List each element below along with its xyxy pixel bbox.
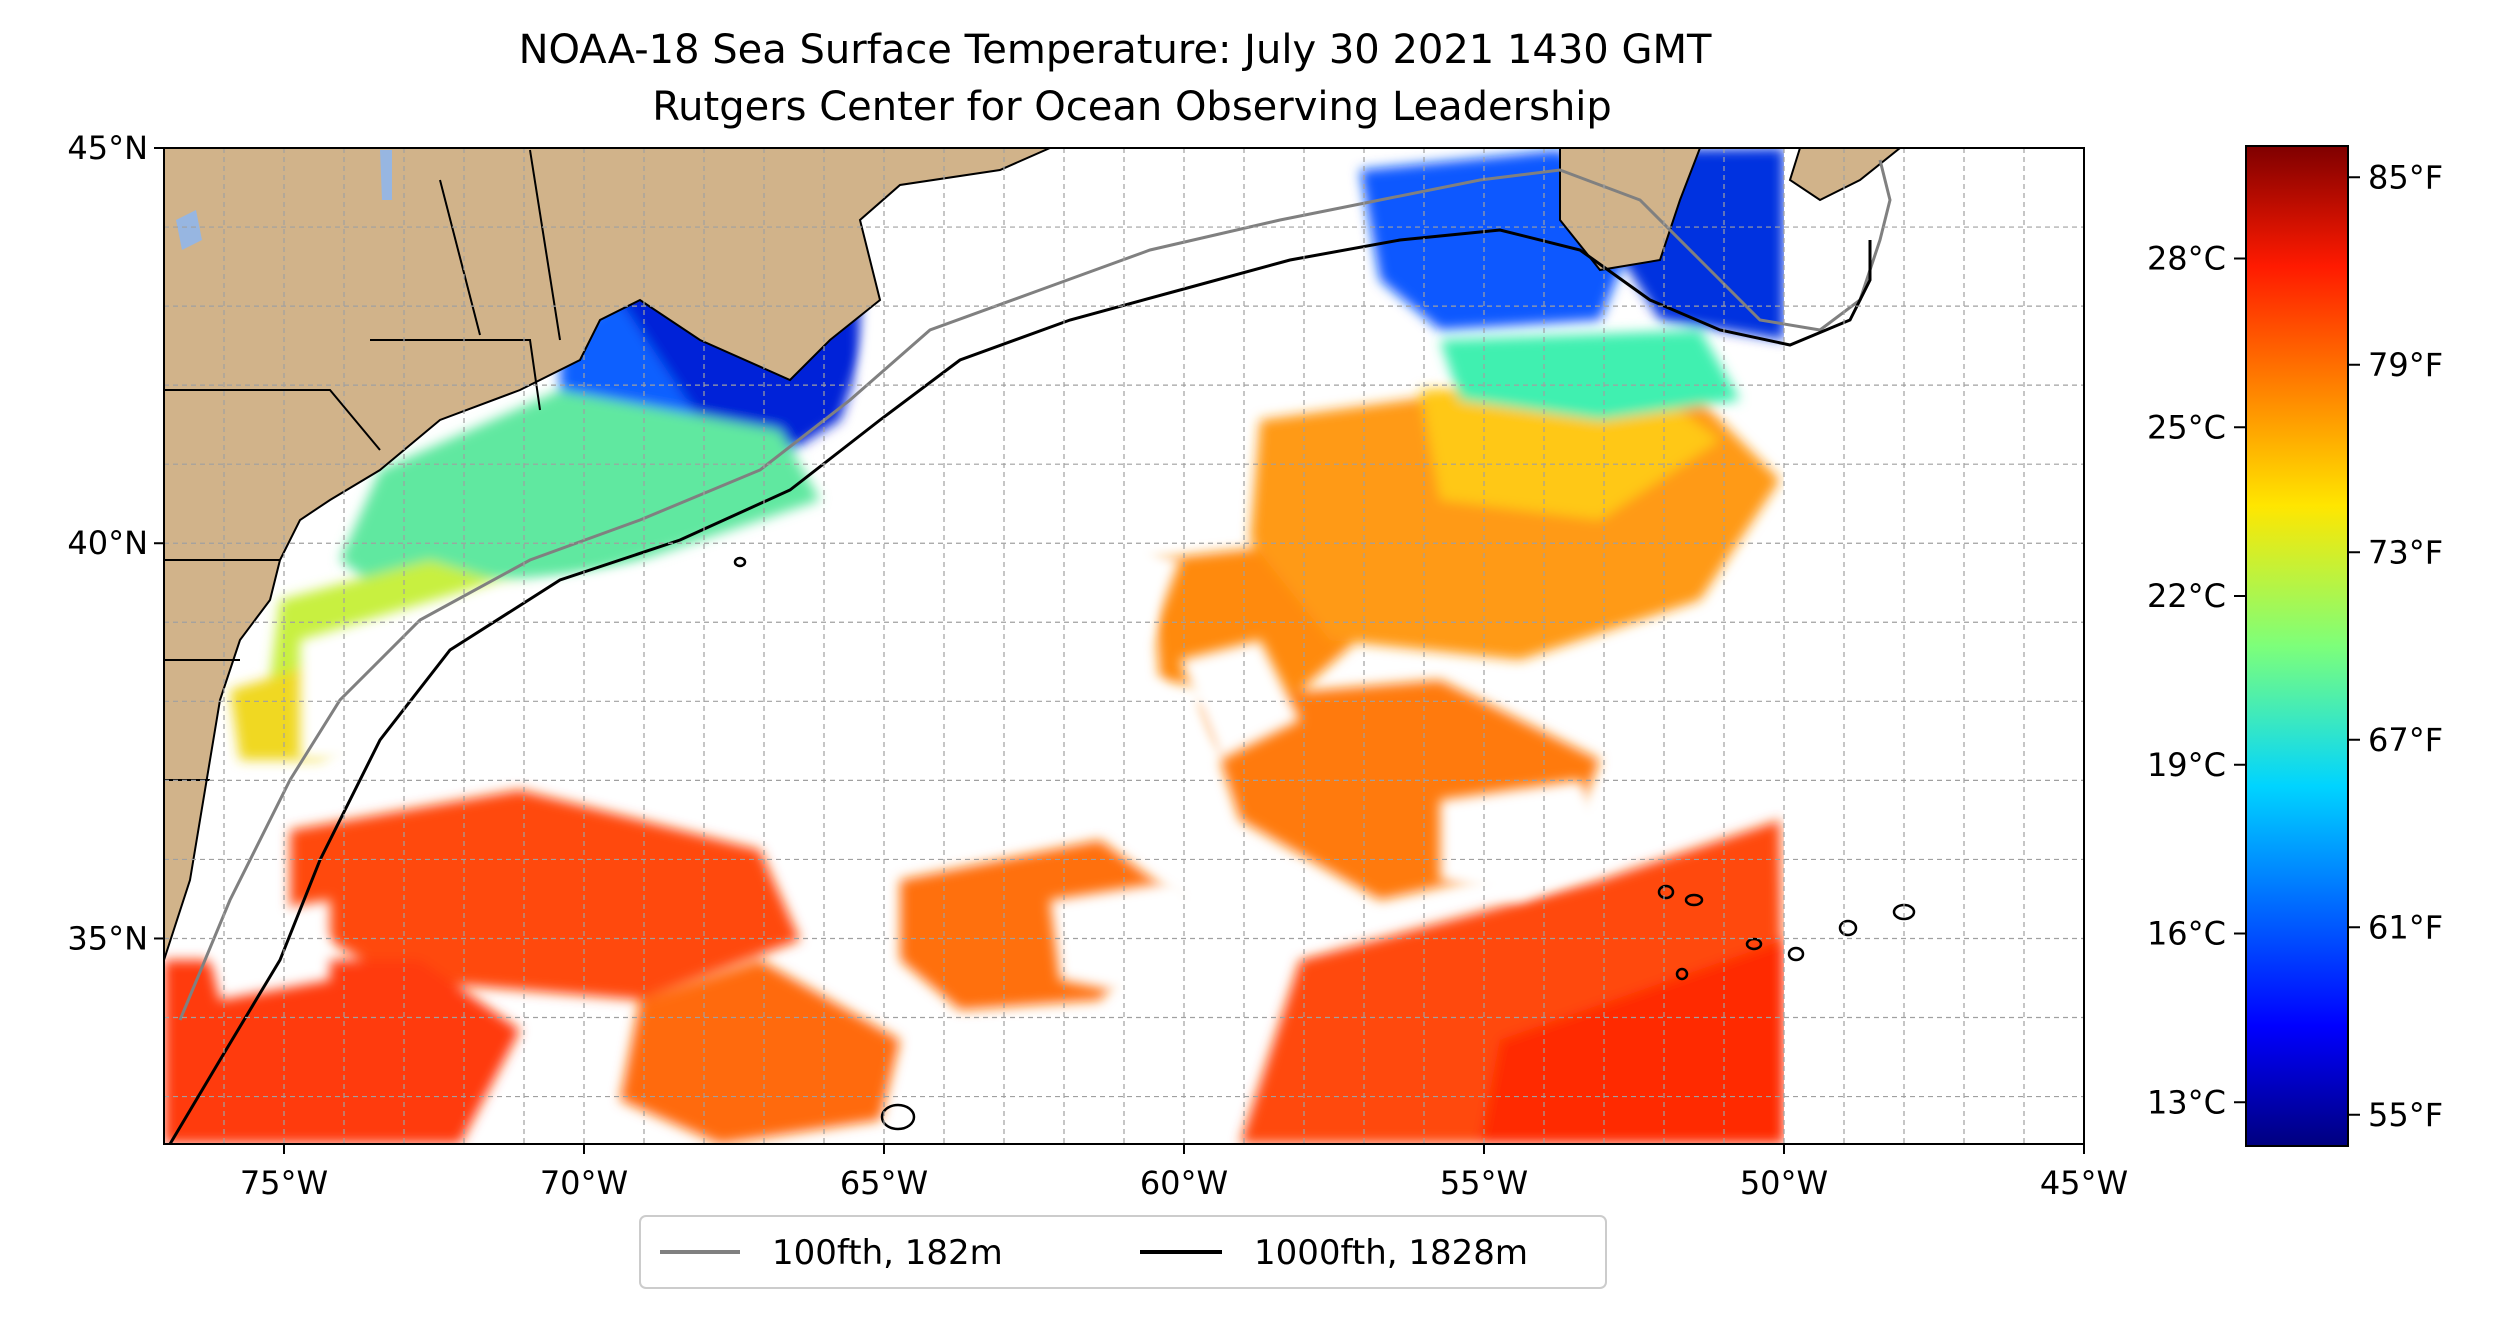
- x-tick-label: 60°W: [1140, 1164, 1228, 1202]
- colorbar-celsius-label: 13°C: [2147, 1083, 2226, 1121]
- land-north-america: [164, 148, 1051, 961]
- map-panel: 75°W 70°W 65°W 60°W 55°W 50°W 45°W 45°N 40°N 35°…: [67, 129, 2128, 1202]
- y-tick-label: 45°N: [67, 129, 148, 167]
- colorbar-fahrenheit-label: 67°F: [2368, 721, 2443, 759]
- colorbar-fahrenheit-label: 55°F: [2368, 1096, 2443, 1134]
- colorbar-celsius-label: 25°C: [2147, 408, 2226, 446]
- colorbar-fahrenheit-label: 61°F: [2368, 908, 2443, 946]
- map-frame: [163, 147, 2085, 1145]
- land-nova-scotia: [1559, 148, 1702, 272]
- sst-patch-far-southeast: [1480, 940, 1784, 1144]
- x-axis: 75°W 70°W 65°W 60°W 55°W 50°W 45°W: [240, 1144, 2128, 1202]
- colorbar-fahrenheit-label: 79°F: [2368, 346, 2443, 384]
- colorbar-celsius-label: 16°C: [2147, 915, 2226, 953]
- colorbar: 28°C 25°C 22°C 19°C 16°C 13°C 85°F 79°F 73°F 67°…: [2147, 145, 2443, 1147]
- y-axis: 45°N 40°N 35°N: [67, 129, 164, 957]
- x-tick-label: 45°W: [2040, 1164, 2128, 1202]
- x-tick-label: 75°W: [240, 1164, 328, 1202]
- contour-100fth: [178, 159, 1892, 1021]
- sst-layer: [164, 148, 2084, 1144]
- no-data-area: [1784, 148, 2084, 1144]
- contour-1000fth: [168, 228, 1872, 1144]
- sst-patch-northeast-yellow: [1420, 380, 1720, 520]
- colorbar-fahrenheit-label: 85°F: [2368, 158, 2443, 196]
- y-tick-label: 40°N: [67, 524, 148, 562]
- x-tick-label: 50°W: [1740, 1164, 1828, 1202]
- y-tick-label: 35°N: [67, 919, 148, 957]
- colorbar-gradient: [2245, 145, 2349, 1147]
- colorbar-celsius-axis: 28°C 25°C 22°C 19°C 16°C 13°C: [2147, 240, 2246, 1121]
- sst-patch-front-green: [1440, 330, 1740, 420]
- land-newfoundland: [1788, 148, 1902, 202]
- title-line-2: Rutgers Center for Ocean Observing Leade…: [652, 84, 1612, 130]
- x-tick-label: 55°W: [1440, 1164, 1528, 1202]
- colorbar-fahrenheit-label: 73°F: [2368, 533, 2443, 571]
- legend: 100fth, 182m 1000fth, 1828m: [639, 1215, 1607, 1289]
- legend-label-100fth: 100fth, 182m: [772, 1233, 1003, 1273]
- sst-patch-south-central: [620, 960, 900, 1144]
- lakes: [176, 150, 392, 250]
- sst-patch-shelf-green: [340, 390, 820, 620]
- title-line-1: NOAA-18 Sea Surface Temperature: July 30…: [519, 27, 1712, 73]
- colorbar-celsius-label: 19°C: [2147, 746, 2226, 784]
- seamount-contours: [733, 556, 1916, 1131]
- x-tick-label: 70°W: [540, 1164, 628, 1202]
- colorbar-fahrenheit-axis: 85°F 79°F 73°F 67°F 61°F 55°F: [2348, 158, 2443, 1134]
- legend-box: [639, 1215, 1607, 1289]
- x-tick-label: 65°W: [840, 1164, 928, 1202]
- legend-label-1000fth: 1000fth, 1828m: [1254, 1233, 1528, 1273]
- colorbar-celsius-label: 22°C: [2147, 577, 2226, 615]
- colorbar-celsius-label: 28°C: [2147, 240, 2226, 278]
- sst-patch-hatteras: [290, 790, 800, 1000]
